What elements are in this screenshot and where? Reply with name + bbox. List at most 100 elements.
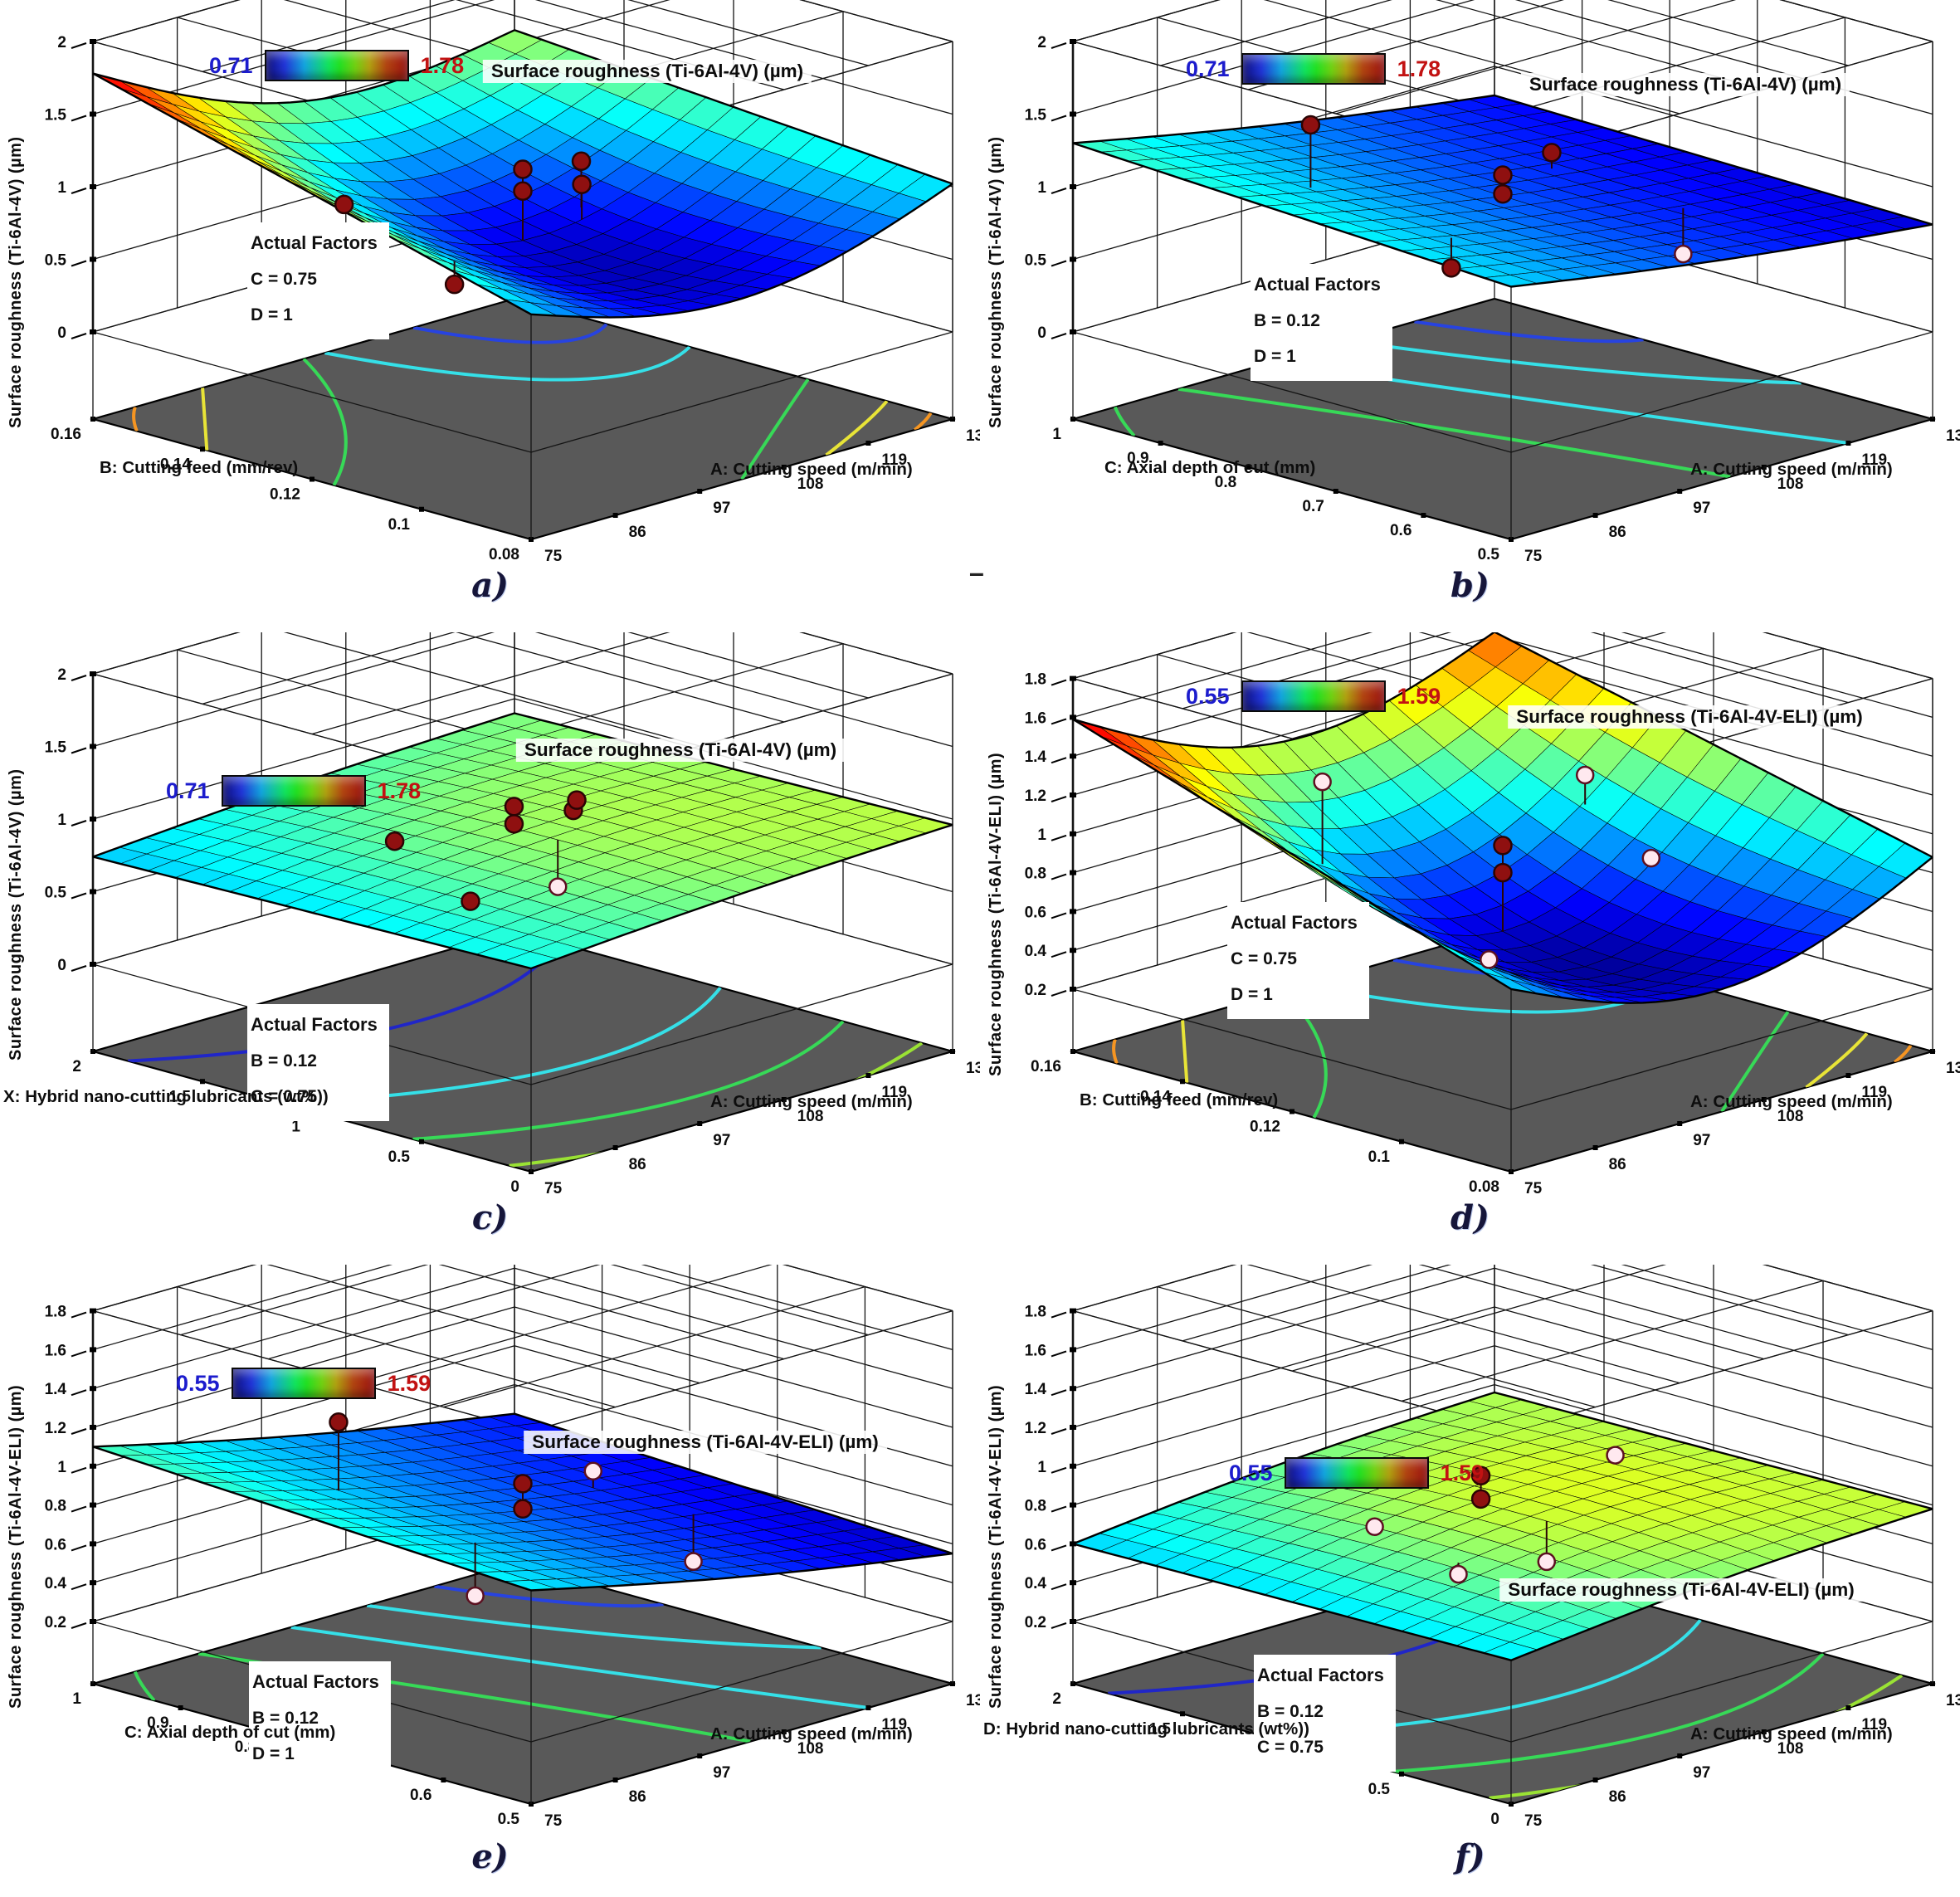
legend-gradient-bar-icon xyxy=(1284,1457,1429,1489)
color-scale-legend: 0.71 1.78 xyxy=(209,50,464,81)
panel-label: b) xyxy=(1450,566,1490,605)
design-point-open xyxy=(1449,1564,1468,1584)
design-point-filled xyxy=(1470,1465,1491,1486)
design-point-filled xyxy=(1493,184,1513,204)
z-tick-label: 1.6 xyxy=(1025,1342,1046,1359)
z-axis-title: Surface roughness (Ti-6Al-4V) (µm) xyxy=(7,136,25,428)
z-tick-label: 0.6 xyxy=(1025,1536,1046,1553)
x-tick-label: 86 xyxy=(629,1156,646,1173)
legend-gradient-bar-icon xyxy=(1241,680,1386,712)
y-tick-label: 2 xyxy=(72,1058,81,1075)
z-tick-label: 0.8 xyxy=(1025,866,1046,883)
legend-gradient-bar-icon xyxy=(231,1368,376,1399)
actual-factors-heading: Actual Factors xyxy=(251,1014,378,1035)
color-scale-legend: 0.71 1.78 xyxy=(1186,53,1441,85)
z-tick-label: 1 xyxy=(57,179,66,197)
z-tick-label: 0.5 xyxy=(45,885,67,902)
floor-axis-ticks: 0.16 0.14 0.12 0.1 0.08 75 86 97 108 119 130 xyxy=(1031,1049,1960,1197)
plot-title: Surface roughness (Ti-6Al-4V-ELI) (µm) xyxy=(524,1431,887,1454)
floor-axis-ticks: 0.16 0.14 0.12 0.1 0.08 75 86 97 108 119 130 xyxy=(51,417,980,565)
actual-factor-line: B = 0.12 xyxy=(1257,1702,1324,1722)
z-axis-title: Surface roughness (Ti-6Al-4V) (µm) xyxy=(7,768,25,1061)
y-tick-label: 0.16 xyxy=(1031,1058,1061,1075)
surface-mesh xyxy=(92,1412,953,1592)
actual-factors-box: Actual Factors B = 0.12 C = 0.75 xyxy=(247,1004,389,1122)
design-point-filled xyxy=(1470,1489,1491,1509)
z-tick-label: 1.5 xyxy=(45,107,67,124)
legend-max-value: 1.59 xyxy=(1397,683,1441,709)
y-tick-label: 0.6 xyxy=(1390,522,1411,539)
color-scale-legend: 0.55 1.59 xyxy=(1186,680,1441,712)
x-tick-label: 119 xyxy=(1861,451,1887,469)
x-tick-label: 86 xyxy=(1609,524,1626,541)
x-tick-label: 119 xyxy=(1861,1084,1887,1101)
x-tick-label: 75 xyxy=(1524,1180,1543,1197)
z-tick-label: 2 xyxy=(1037,34,1046,51)
y-tick-label: 1.5 xyxy=(1149,1720,1172,1738)
y-tick-label: 0.8 xyxy=(1215,474,1236,491)
legend-gradient-bar-icon xyxy=(264,50,409,81)
z-tick-label: 0.2 xyxy=(1025,982,1046,999)
y-axis-title: B: Cutting feed (mm/rev) xyxy=(100,458,299,477)
design-point-open xyxy=(1365,1517,1384,1537)
surface-plot-canvas: 0.16 0.14 0.12 0.1 0.08 75 86 97 108 119 130 2 1.5 1 0… xyxy=(45,0,980,565)
x-tick-label: 119 xyxy=(881,1084,907,1101)
legend-gradient-bar-icon xyxy=(221,775,366,807)
z-axis-title: Surface roughness (Ti-6Al-4V-ELI) (µm) xyxy=(987,1384,1005,1709)
x-axis-title: A: Cutting speed (m/min) xyxy=(1690,1092,1893,1111)
actual-factor-line: D = 1 xyxy=(251,305,293,325)
z-tick-label: 0.2 xyxy=(1025,1614,1046,1631)
z-tick-label: 0.2 xyxy=(45,1614,66,1631)
x-axis-title: A: Cutting speed (m/min) xyxy=(1690,460,1893,479)
color-scale-legend: 0.55 1.59 xyxy=(1229,1457,1484,1489)
design-point-filled xyxy=(567,790,587,810)
z-axis: 2 1.5 1 0.5 0 xyxy=(45,666,96,974)
design-point-open xyxy=(548,877,568,896)
x-tick-label: 97 xyxy=(713,500,730,517)
x-tick-label: 108 xyxy=(797,1108,824,1125)
x-tick-label: 97 xyxy=(1693,1764,1710,1782)
y-axis-title: C: Axial depth of cut (mm) xyxy=(1104,458,1316,477)
z-tick-label: 1.4 xyxy=(1025,1381,1047,1398)
design-points xyxy=(329,1412,703,1606)
y-tick-label: 0.16 xyxy=(51,426,81,443)
y-tick-label: 0.5 xyxy=(388,1148,411,1166)
z-tick-label: 1.8 xyxy=(1025,1304,1046,1321)
z-axis-title: Surface roughness (Ti-6Al-4V) (µm) xyxy=(987,136,1005,428)
plot-title: Surface roughness (Ti-6Al-4V) (µm) xyxy=(1520,73,1850,96)
design-point-filled xyxy=(444,274,465,295)
x-tick-label: 86 xyxy=(629,1788,646,1806)
y-axis-title: D: Hybrid nano-cutting lubricants (wt%)) xyxy=(983,1719,1309,1739)
x-tick-label: 108 xyxy=(1777,1740,1804,1758)
panel-label: e) xyxy=(471,1837,509,1876)
design-point-filled xyxy=(1493,836,1513,856)
y-axis-title: X: Hybrid nano-cutting lubricants (wt%)) xyxy=(3,1087,329,1106)
x-tick-label: 86 xyxy=(1609,1156,1626,1173)
surface-mesh xyxy=(1072,632,1933,1004)
design-points xyxy=(1300,115,1693,278)
z-axis: 1.8 1.6 1.4 1.2 1 0.8 0.6 0.4 0.2 xyxy=(45,1304,96,1631)
design-point-filled xyxy=(513,181,533,201)
design-point-filled xyxy=(513,159,533,179)
z-tick-label: 0.8 xyxy=(45,1498,66,1515)
y-tick-label: 0.14 xyxy=(160,456,191,473)
y-tick-label: 0.1 xyxy=(388,516,411,534)
y-axis-title: B: Cutting feed (mm/rev) xyxy=(1080,1090,1279,1109)
surface-plot-canvas: 10.90.80.70.60.57586971081191301.81.61.4… xyxy=(45,1265,980,1830)
z-tick-label: 1 xyxy=(57,812,66,829)
z-axis: 2 1.5 1 0.5 0 xyxy=(45,34,96,342)
x-tick-label: 130 xyxy=(1946,427,1960,445)
panel-label: a) xyxy=(471,566,509,605)
actual-factors-heading: Actual Factors xyxy=(1254,274,1381,295)
x-tick-label: 119 xyxy=(881,451,907,469)
panel-label: f) xyxy=(1455,1837,1485,1876)
design-point-open xyxy=(1641,848,1661,868)
y-tick-label: 1.5 xyxy=(169,1088,192,1105)
x-axis-title: A: Cutting speed (m/min) xyxy=(1690,1724,1893,1743)
design-point-open xyxy=(1313,772,1332,792)
x-tick-label: 97 xyxy=(1693,1132,1710,1149)
surface-panel-b: 1 0.9 0.8 0.7 0.6 0.5 75 86 97 108 119 130 2 1.5 1 0.5 0… xyxy=(980,0,1960,632)
z-tick-label: 0.4 xyxy=(45,1575,67,1592)
actual-factor-line: B = 0.12 xyxy=(251,1051,317,1071)
